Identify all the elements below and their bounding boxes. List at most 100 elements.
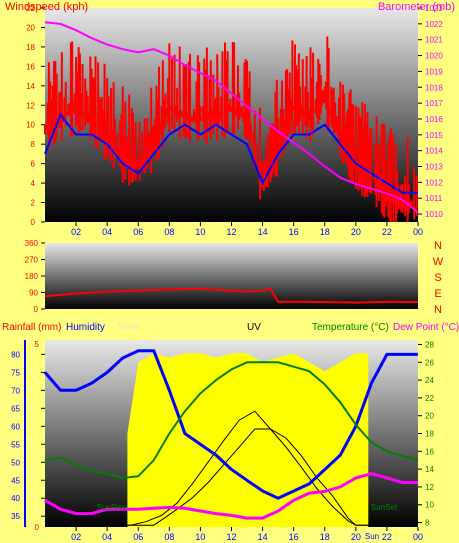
- x-tick-label: 12: [226, 227, 236, 237]
- windspeed-tick-label: 12: [26, 101, 35, 110]
- compass-label: S: [434, 272, 441, 284]
- rainfall-tick-label: 0: [35, 523, 40, 532]
- direction-tick-label: 360: [25, 239, 39, 248]
- wind-average-line: [44, 113, 418, 194]
- windspeed-tick-label: 2: [31, 199, 36, 208]
- x-tick-label: 18: [320, 227, 330, 237]
- windspeed-tick-label: 6: [31, 160, 36, 169]
- windspeed-tick-label: 16: [26, 62, 35, 71]
- x-tick-label: 08: [164, 532, 174, 542]
- barometer-tick-label: 1014: [425, 147, 443, 156]
- x-tick-label: 06: [133, 227, 143, 237]
- rainfall-axis-title: Rainfall (mm): [2, 322, 61, 333]
- rainfall-tick-label: 5: [35, 340, 40, 349]
- uv-legend-label: UV: [247, 322, 261, 333]
- barometer-tick-label: 1015: [425, 131, 443, 140]
- winddir-panel-background: [45, 243, 418, 309]
- sunset-time-label: Sun: [365, 532, 379, 541]
- barometer-tick-label: 1017: [425, 99, 443, 108]
- humidity-tick-label: 55: [11, 440, 20, 449]
- temperature-axis-title: Temperature (°C): [312, 322, 389, 333]
- windspeed-tick-label: 10: [26, 121, 35, 130]
- barometer-tick-label: 1010: [425, 210, 443, 219]
- compass-label: N: [434, 304, 442, 316]
- sunset-label: SunSet: [371, 503, 398, 512]
- temperature-tick-label: 12: [425, 483, 434, 492]
- compass-label: W: [433, 256, 444, 268]
- x-tick-label: 00: [413, 532, 423, 542]
- humidity-tick-label: 35: [11, 512, 20, 521]
- wind-direction-line: [44, 287, 419, 304]
- temperature-tick-label: 10: [425, 501, 434, 510]
- humidity-axis-title: Humidity: [66, 322, 105, 333]
- x-tick-label: 06: [133, 532, 143, 542]
- temperature-tick-label: 22: [425, 394, 434, 403]
- barometer-tick-label: 1023: [425, 4, 443, 13]
- barometer-tick-label: 1018: [425, 83, 443, 92]
- x-tick-label: 08: [164, 227, 174, 237]
- x-tick-label: 00: [413, 227, 423, 237]
- humidity-tick-label: 75: [11, 368, 20, 377]
- humidity-tick-label: 50: [11, 458, 20, 467]
- uv-line: [45, 410, 418, 526]
- x-tick-label: 04: [102, 227, 112, 237]
- dewpoint-line: [44, 472, 418, 520]
- barometer-line: [44, 21, 419, 214]
- humidity-tick-label: 40: [11, 494, 20, 503]
- barometer-tick-label: 1013: [425, 163, 443, 172]
- solar-legend-label: Solar: [117, 322, 141, 333]
- windspeed-tick-label: 14: [26, 82, 35, 91]
- windspeed-tick-label: 0: [31, 218, 36, 227]
- compass-label: E: [434, 288, 441, 300]
- barometer-tick-label: 1016: [425, 115, 443, 124]
- humidity-tick-label: 65: [11, 404, 20, 413]
- temperature-tick-label: 20: [425, 412, 434, 421]
- humidity-line: [43, 349, 418, 500]
- x-tick-label: 02: [71, 532, 81, 542]
- uv-line: [45, 428, 418, 526]
- direction-tick-label: 270: [25, 256, 39, 265]
- humidity-tick-label: 60: [11, 422, 20, 431]
- temperature-tick-label: 14: [425, 465, 434, 474]
- x-tick-label: 04: [102, 532, 112, 542]
- x-tick-label: 22: [382, 227, 392, 237]
- barometer-tick-label: 1022: [425, 20, 443, 29]
- x-tick-label: 20: [351, 227, 361, 237]
- temperature-tick-label: 24: [425, 376, 434, 385]
- windspeed-tick-label: 18: [26, 43, 35, 52]
- x-tick-label: 10: [195, 532, 205, 542]
- x-tick-label: 20: [351, 532, 361, 542]
- temperature-tick-label: 28: [425, 340, 434, 349]
- x-tick-label: 18: [320, 532, 330, 542]
- x-tick-label: 12: [226, 532, 236, 542]
- temperature-tick-label: 26: [425, 358, 434, 367]
- barometer-tick-label: 1011: [425, 194, 443, 203]
- x-tick-label: 10: [195, 227, 205, 237]
- barometer-tick-label: 1019: [425, 67, 443, 76]
- windspeed-tick-label: 4: [31, 179, 36, 188]
- barometer-tick-label: 1012: [425, 178, 443, 187]
- dewpoint-axis-title: Dew Point (°C): [393, 322, 459, 333]
- compass-label: N: [434, 240, 442, 252]
- x-tick-label: 16: [289, 532, 299, 542]
- x-tick-label: 16: [289, 227, 299, 237]
- humidity-tick-label: 45: [11, 476, 20, 485]
- windspeed-tick-label: 22: [26, 4, 35, 13]
- windspeed-tick-label: 8: [31, 140, 36, 149]
- temperature-tick-label: 18: [425, 430, 434, 439]
- temperature-tick-label: 8: [425, 519, 430, 528]
- direction-tick-label: 90: [29, 289, 38, 298]
- sunrise-label: SunRise: [97, 503, 128, 512]
- x-tick-label: 22: [382, 532, 392, 542]
- humidity-tick-label: 70: [11, 386, 20, 395]
- temperature-tick-label: 16: [425, 447, 434, 456]
- temperature-line: [44, 361, 419, 480]
- humidity-tick-label: 80: [11, 350, 20, 359]
- x-tick-label: 02: [71, 227, 81, 237]
- windspeed-axis-title: Windspeed (kph): [5, 1, 88, 13]
- direction-tick-label: 180: [25, 272, 39, 281]
- x-tick-label: 14: [258, 532, 268, 542]
- barometer-tick-label: 1020: [425, 52, 443, 61]
- direction-tick-label: 0: [34, 305, 39, 314]
